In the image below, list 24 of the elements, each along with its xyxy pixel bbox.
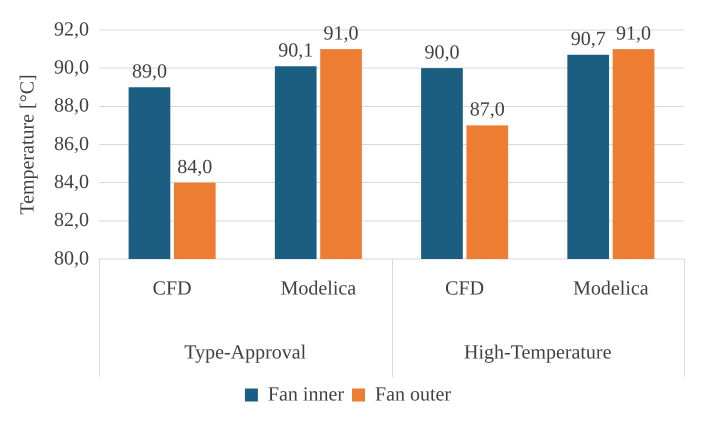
data-label: 90,7 xyxy=(570,28,606,50)
text: Type-Approval xyxy=(184,341,307,364)
data-label: 91,0 xyxy=(324,22,359,44)
data-label: 87,0 xyxy=(470,98,505,121)
x-tick-label: Modelica xyxy=(280,277,356,300)
x-tick-label: CFD xyxy=(152,277,192,300)
data-label: 89,0 xyxy=(132,60,167,82)
y-tick-label: 82,0 xyxy=(54,209,89,232)
y-tick-label: 80,0 xyxy=(54,247,89,270)
y-tick-label: 92,0 xyxy=(54,18,89,40)
data-label: 91,0 xyxy=(616,22,652,44)
y-tick-label: 86,0 xyxy=(54,132,89,155)
text: High-Temperature xyxy=(464,341,612,364)
data-label: 84,0 xyxy=(177,156,212,178)
data-label: 90,1 xyxy=(278,40,314,62)
legend-label: Fan outer xyxy=(375,383,452,406)
x-tick-label: Modelica xyxy=(573,277,649,300)
data-label: 90,0 xyxy=(424,41,460,64)
legend-label: Fan inner xyxy=(268,383,344,406)
y-axis-title: Temperature [°C] xyxy=(16,74,38,215)
y-tick-label: 88,0 xyxy=(54,94,89,117)
x-tick-label: CFD xyxy=(445,277,484,300)
y-tick-label: 84,0 xyxy=(54,170,89,193)
y-tick-label: 90,0 xyxy=(54,56,89,78)
